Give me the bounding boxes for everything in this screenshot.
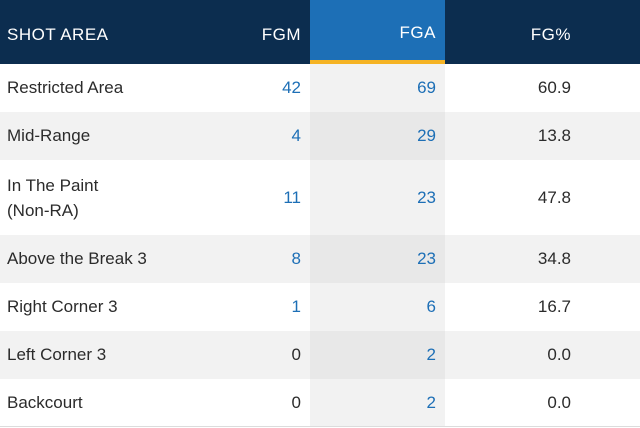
col-header-shot-area[interactable]: SHOT AREA [7,25,109,44]
cell-fgm-link[interactable]: 1 [291,297,301,316]
cell-fgm-link[interactable]: 4 [291,126,301,145]
cell-fga-link[interactable]: 23 [310,235,445,283]
cell-fg-pct: 0.0 [547,345,571,364]
table-row: Right Corner 3 1 6 16.7 [0,283,640,331]
cell-shot-area: Restricted Area [7,78,124,97]
table-row: Mid-Range 4 29 13.8 [0,112,640,160]
cell-fg-pct: 0.0 [547,393,571,412]
cell-shot-area: Left Corner 3 [7,345,107,364]
cell-shot-area: Right Corner 3 [7,297,118,316]
cell-fga-link[interactable]: 29 [310,112,445,160]
col-header-fga[interactable]: FGA [310,0,445,64]
cell-fgm-link[interactable]: 11 [283,187,301,207]
table-row: Left Corner 3 0 2 0.0 [0,331,640,379]
col-header-fgm[interactable]: FGM [261,25,301,44]
cell-fga-link[interactable]: 6 [310,283,445,331]
cell-fgm-link[interactable]: 8 [291,249,301,268]
table-row: Backcourt 0 2 0.0 [0,379,640,427]
table-bottom-divider [0,426,640,427]
cell-shot-area: Above the Break 3 [7,249,147,268]
cell-fgm-link[interactable]: 42 [282,78,301,97]
cell-shot-area: Mid-Range [7,126,91,145]
table-row: Above the Break 3 8 23 34.8 [0,235,640,283]
cell-fg-pct: 16.7 [537,297,571,316]
cell-fga-link[interactable]: 23 [310,160,445,235]
table-header: SHOT AREA FGM FGA FG% [0,0,640,64]
cell-fg-pct: 60.9 [537,78,571,97]
cell-fgm: 0 [291,393,301,412]
table-row: In The Paint (Non-RA) 11 23 47.8 [0,160,640,235]
col-header-fg-pct[interactable]: FG% [530,25,571,44]
cell-shot-area: In The Paint (Non-RA) [7,175,99,220]
cell-shot-area: Backcourt [7,393,83,412]
cell-fga-link[interactable]: 2 [310,331,445,379]
cell-fga-link[interactable]: 2 [310,379,445,427]
cell-fg-pct: 34.8 [537,249,571,268]
cell-fg-pct: 47.8 [537,187,571,207]
table-row: Restricted Area 42 69 60.9 [0,64,640,112]
cell-fga-link[interactable]: 69 [310,64,445,112]
cell-fg-pct: 13.8 [537,126,571,145]
cell-fgm: 0 [291,345,301,364]
